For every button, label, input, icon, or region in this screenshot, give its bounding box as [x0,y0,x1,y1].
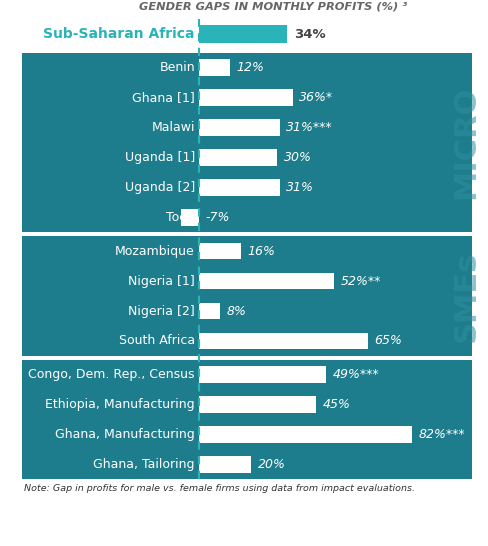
Text: Malawi: Malawi [151,121,195,134]
Text: 31%***: 31%*** [286,121,333,134]
Bar [199,179,280,196]
Bar [199,333,368,349]
Bar [199,396,316,413]
Text: Congo, Dem. Rep., Census: Congo, Dem. Rep., Census [28,368,195,381]
Bar [199,90,293,106]
Text: Ghana [1]: Ghana [1] [132,91,195,104]
Text: GENDER GAPS IN MONTHLY PROFITS (%) ³: GENDER GAPS IN MONTHLY PROFITS (%) ³ [139,2,407,11]
Text: Mozambique: Mozambique [115,245,195,258]
Bar [199,456,251,473]
Text: Togo: Togo [166,211,195,224]
Text: 34%: 34% [294,28,325,40]
Text: 20%: 20% [258,458,285,471]
Text: 30%: 30% [284,151,311,164]
Bar [181,209,199,225]
Text: Ethiopia, Manufacturing: Ethiopia, Manufacturing [45,398,195,411]
Text: 45%: 45% [323,398,350,411]
Text: Note: Gap in profits for male vs. female firms using data from impact evaluation: Note: Gap in profits for male vs. female… [24,484,415,493]
Bar [199,120,280,136]
Text: Sub-Saharan Africa: Sub-Saharan Africa [43,27,195,41]
Bar [22,359,472,479]
Text: 65%: 65% [375,335,403,347]
Text: 82%***: 82%*** [419,428,466,441]
Bar [199,25,287,44]
Text: Ghana, Tailoring: Ghana, Tailoring [94,458,195,471]
Text: South Africa: South Africa [119,335,195,347]
Text: MICRO: MICRO [451,86,480,199]
Text: Uganda [1]: Uganda [1] [125,151,195,164]
Text: 31%: 31% [286,181,314,194]
Bar [22,236,472,356]
Text: 8%: 8% [226,305,246,318]
Bar [199,273,334,289]
Text: SMEs: SMEs [451,250,480,342]
Bar [199,303,220,319]
Text: 52%**: 52%** [341,275,381,288]
Text: 12%: 12% [237,61,264,74]
Text: Ghana, Manufacturing: Ghana, Manufacturing [55,428,195,441]
Text: Uganda [2]: Uganda [2] [125,181,195,194]
Bar [199,426,412,443]
Text: Benin: Benin [160,61,195,74]
Bar [199,366,326,383]
Bar [199,243,241,259]
Text: 49%***: 49%*** [333,368,380,381]
Bar [22,53,472,233]
Bar [199,60,230,76]
Text: Nigeria [2]: Nigeria [2] [128,305,195,318]
Text: 36%*: 36%* [299,91,333,104]
Text: Nigeria [1]: Nigeria [1] [128,275,195,288]
Bar [199,150,277,166]
Text: 16%: 16% [247,245,275,258]
Text: -7%: -7% [205,211,230,224]
